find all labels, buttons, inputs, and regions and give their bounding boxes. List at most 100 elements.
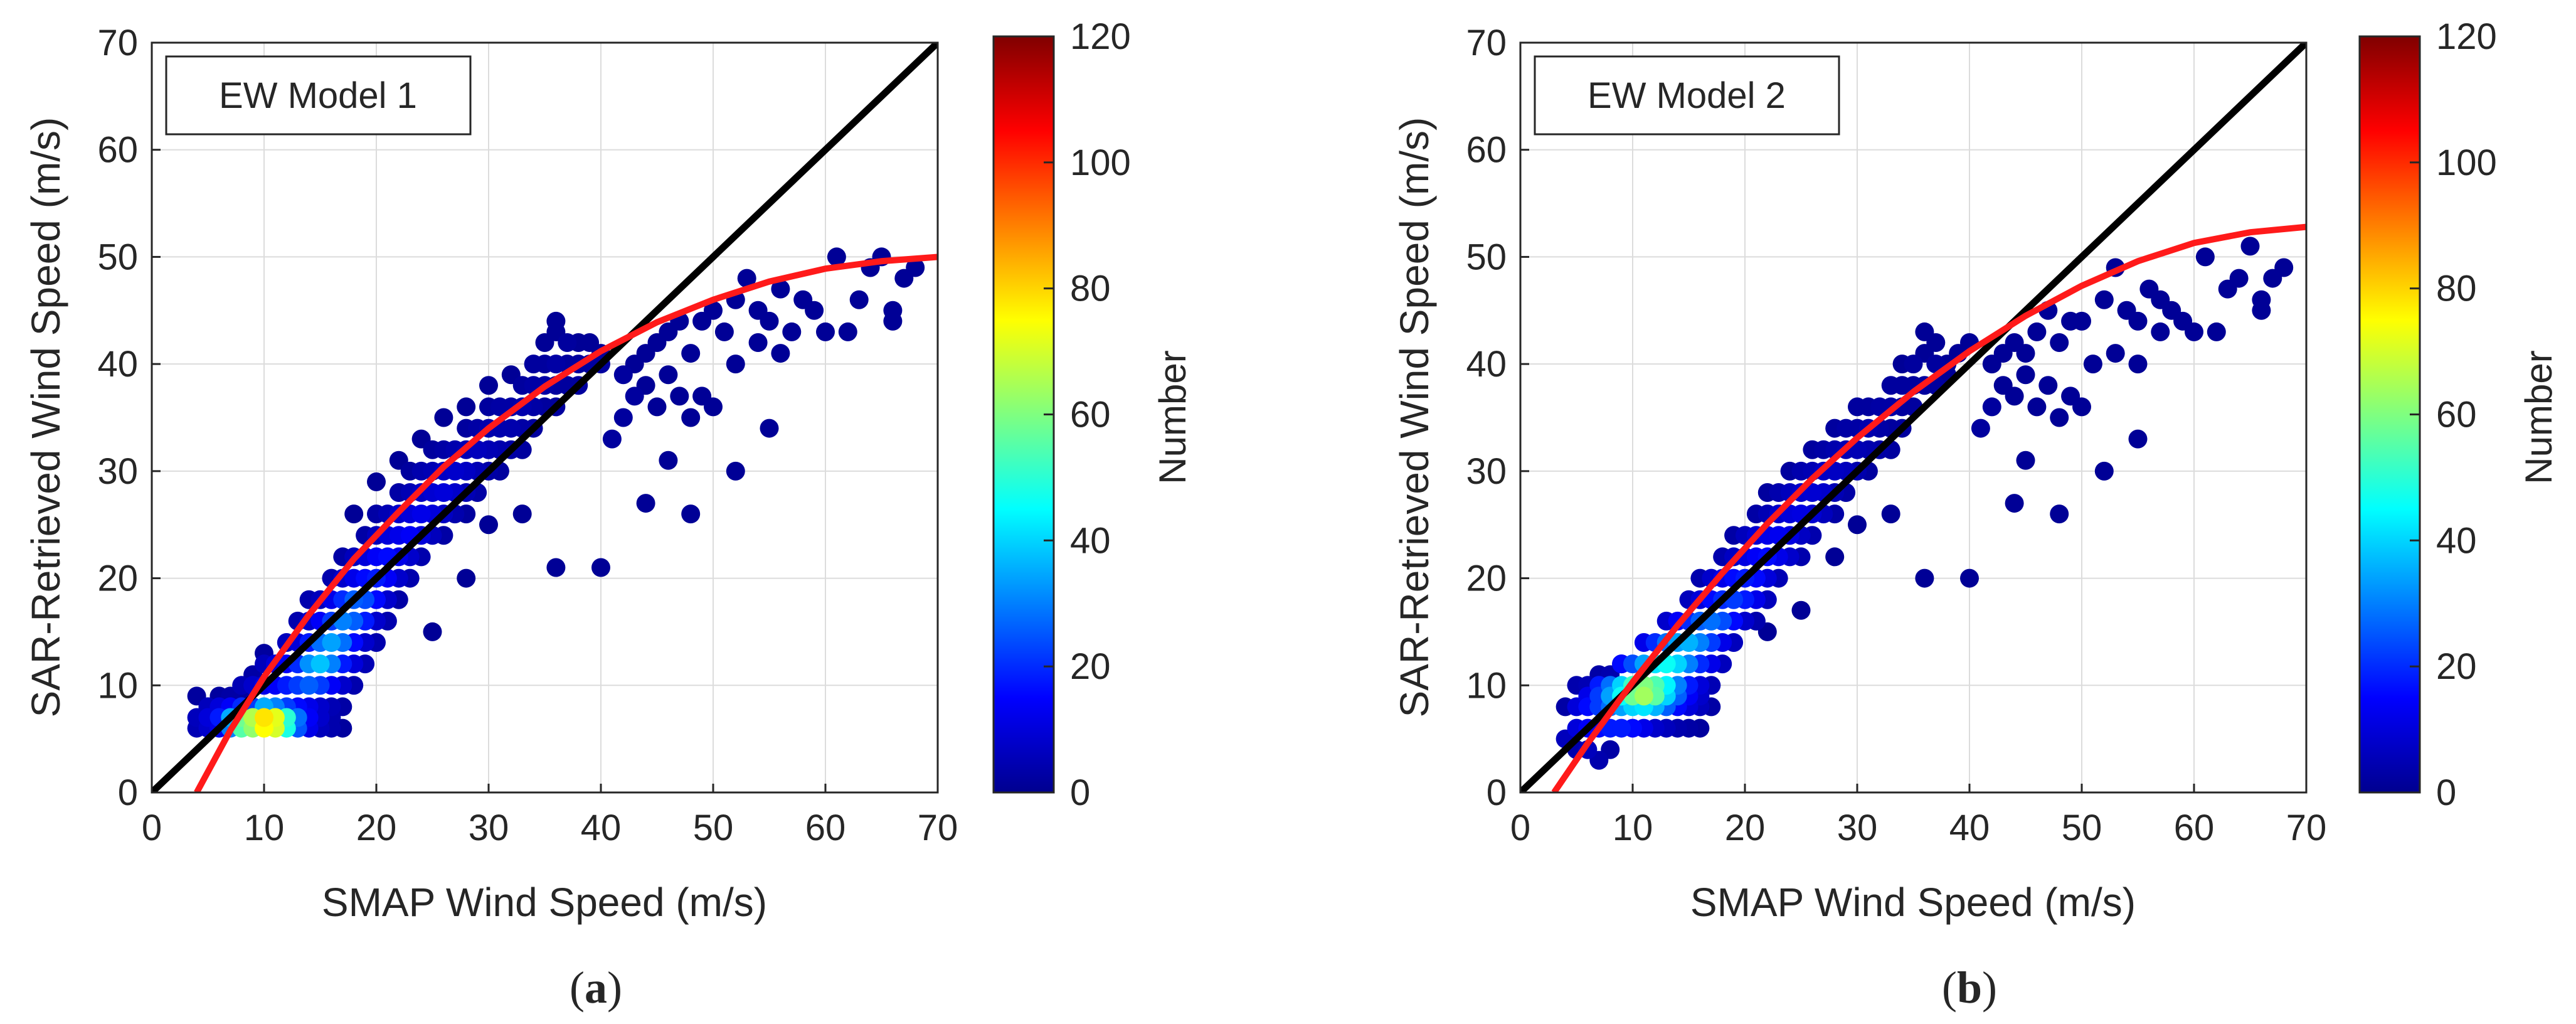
data-point (2072, 311, 2091, 331)
y-tick-label: 30 (97, 451, 138, 492)
colorbar-ticks-a: 0 20 40 60 80 100 120 (1044, 16, 1131, 813)
data-point (714, 322, 734, 341)
points-b (1556, 237, 2294, 770)
data-point (827, 247, 846, 267)
data-point (2005, 494, 2024, 513)
data-point (367, 472, 386, 491)
data-point (1634, 686, 1653, 706)
data-point (445, 461, 465, 481)
data-point (1848, 515, 1867, 535)
colorbar-tick-label: 100 (2436, 142, 2497, 183)
data-point (2027, 322, 2047, 341)
data-point (704, 301, 723, 320)
y-tick-label: 0 (118, 772, 138, 813)
data-point (2038, 376, 2058, 395)
data-point (816, 322, 835, 341)
data-point (434, 483, 453, 502)
colorbar-tick-label: 120 (1070, 16, 1131, 57)
data-point (1982, 397, 2001, 417)
y-ticks-a: 0 10 20 30 40 50 60 70 (97, 23, 161, 813)
data-point (434, 408, 453, 427)
data-point (2128, 355, 2148, 374)
x-tick-label: 30 (469, 808, 509, 848)
data-point (748, 333, 768, 352)
data-point (2094, 290, 2114, 309)
data-point (704, 397, 723, 417)
data-point (546, 355, 566, 374)
data-point (670, 387, 689, 406)
colorbar-tick-label: 60 (1070, 395, 1111, 435)
data-point (737, 269, 756, 288)
x-tick-label: 60 (805, 808, 846, 848)
y-tick-label: 60 (97, 130, 138, 171)
colorbar-tick-label: 40 (2436, 520, 2477, 561)
y-tick-label: 40 (1466, 344, 1507, 385)
data-point (625, 387, 644, 406)
data-point (805, 301, 824, 320)
data-point (838, 322, 857, 341)
data-point (2050, 333, 2069, 352)
data-point (1971, 419, 1990, 438)
legend-text-b: EW Model 2 (1587, 75, 1786, 116)
data-point (2151, 322, 2170, 341)
x-label-a: SMAP Wind Speed (m/s) (322, 880, 767, 925)
x-tick-label: 50 (2062, 808, 2102, 848)
data-point (501, 419, 521, 438)
data-point (2229, 269, 2249, 288)
y-tick-label: 30 (1466, 451, 1507, 492)
data-point (681, 504, 701, 524)
colorbar-tick-label: 0 (1070, 772, 1090, 813)
colorbar-tick-label: 60 (2436, 395, 2477, 435)
lines-b (1520, 43, 2306, 792)
data-point (344, 504, 364, 524)
y-tick-label: 50 (97, 237, 138, 277)
data-point (602, 429, 622, 449)
data-point (681, 408, 701, 427)
data-point (546, 311, 566, 331)
data-point (771, 279, 790, 299)
data-point (2072, 397, 2091, 417)
data-point (479, 376, 498, 395)
panel-a: 0 10 20 30 40 50 60 70 0 10 20 30 40 50 60 70 EW Model… (23, 16, 1194, 1013)
data-point (411, 504, 431, 524)
x-label-b: SMAP Wind Speed (m/s) (1690, 880, 2136, 925)
data-point (2195, 247, 2215, 267)
x-tick-label: 20 (356, 808, 397, 848)
x-tick-label: 20 (1725, 808, 1766, 848)
data-point (1825, 547, 1845, 567)
x-tick-label: 30 (1837, 808, 1878, 848)
y-tick-label: 70 (97, 23, 138, 63)
data-point (1612, 718, 1631, 738)
colorbar-tick-label: 20 (1070, 646, 1111, 687)
caption-letter-b: b (1957, 963, 1982, 1013)
panel-b: 0 10 20 30 40 50 60 70 0 10 20 30 40 50 60 70 EW Model… (1392, 16, 2560, 1013)
data-point (613, 365, 633, 385)
data-point (726, 355, 745, 374)
data-point (1904, 355, 1923, 374)
data-point (2005, 387, 2024, 406)
plot-frame-a (151, 41, 939, 794)
fit-curve-b (1551, 223, 2306, 792)
data-point (2083, 355, 2102, 374)
data-point (2207, 322, 2226, 341)
y-tick-label: 20 (97, 558, 138, 599)
data-point (2274, 258, 2294, 277)
data-point (2016, 365, 2035, 385)
colorbar-ticks-b: 0 20 40 60 80 100 120 (2410, 16, 2497, 813)
caption-close-b: ) (1982, 963, 1997, 1013)
data-point (613, 408, 633, 427)
x-tick-label: 10 (244, 808, 285, 848)
y-label-b: SAR-Retrieved Wind Speed (m/s) (1392, 117, 1437, 718)
y-tick-label: 20 (1466, 558, 1507, 599)
data-point (906, 258, 925, 277)
data-point (457, 397, 476, 417)
colorbar-tick-label: 0 (2436, 772, 2456, 813)
data-point (760, 311, 779, 331)
data-point (726, 461, 745, 481)
plot-frame-b (1519, 41, 2308, 794)
x-tick-label: 70 (918, 808, 958, 848)
x-tick-label: 40 (581, 808, 622, 848)
data-point (1915, 322, 1934, 341)
data-point (883, 311, 903, 331)
